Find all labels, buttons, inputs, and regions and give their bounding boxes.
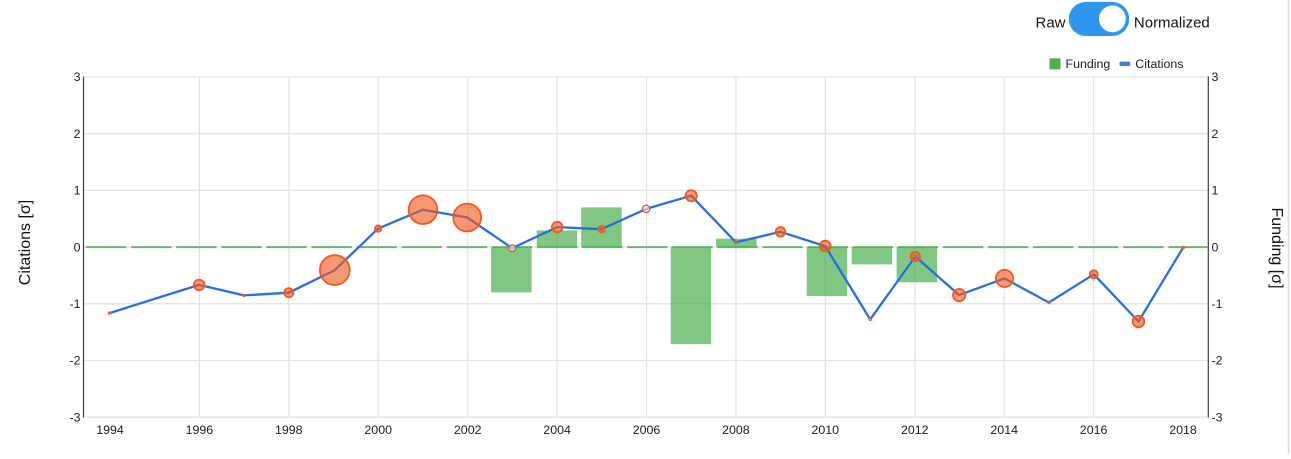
svg-text:1998: 1998: [275, 423, 303, 437]
svg-text:0: 0: [74, 240, 81, 254]
svg-text:2016: 2016: [1080, 423, 1108, 437]
svg-text:1996: 1996: [186, 423, 214, 437]
svg-text:0: 0: [1212, 240, 1219, 254]
svg-text:-1: -1: [1212, 297, 1223, 311]
svg-text:-1: -1: [69, 297, 80, 311]
svg-text:2018: 2018: [1169, 423, 1197, 437]
svg-text:2004: 2004: [543, 423, 571, 437]
svg-text:2014: 2014: [990, 423, 1018, 437]
svg-text:1994: 1994: [96, 423, 124, 437]
svg-text:2002: 2002: [454, 423, 482, 437]
svg-text:-3: -3: [69, 410, 80, 424]
svg-text:3: 3: [74, 70, 81, 84]
svg-text:-3: -3: [1212, 410, 1223, 424]
svg-text:Citations [σ]: Citations [σ]: [17, 200, 34, 285]
svg-text:3: 3: [1212, 70, 1219, 84]
svg-text:2010: 2010: [812, 423, 840, 437]
svg-text:-2: -2: [1212, 354, 1223, 368]
svg-text:2000: 2000: [364, 423, 392, 437]
svg-text:2006: 2006: [633, 423, 661, 437]
svg-text:Funding [σ]: Funding [σ]: [1268, 207, 1285, 288]
svg-text:2008: 2008: [722, 423, 750, 437]
svg-text:Normalized: Normalized: [1134, 15, 1210, 32]
svg-text:2: 2: [1212, 127, 1219, 141]
svg-text:Raw: Raw: [1035, 15, 1065, 32]
svg-text:Funding: Funding: [1066, 57, 1111, 71]
svg-text:Citations: Citations: [1135, 57, 1183, 71]
svg-text:1: 1: [1212, 184, 1219, 198]
svg-text:-2: -2: [69, 354, 80, 368]
svg-text:1: 1: [74, 184, 81, 198]
svg-text:2012: 2012: [901, 423, 929, 437]
svg-text:2: 2: [74, 127, 81, 141]
